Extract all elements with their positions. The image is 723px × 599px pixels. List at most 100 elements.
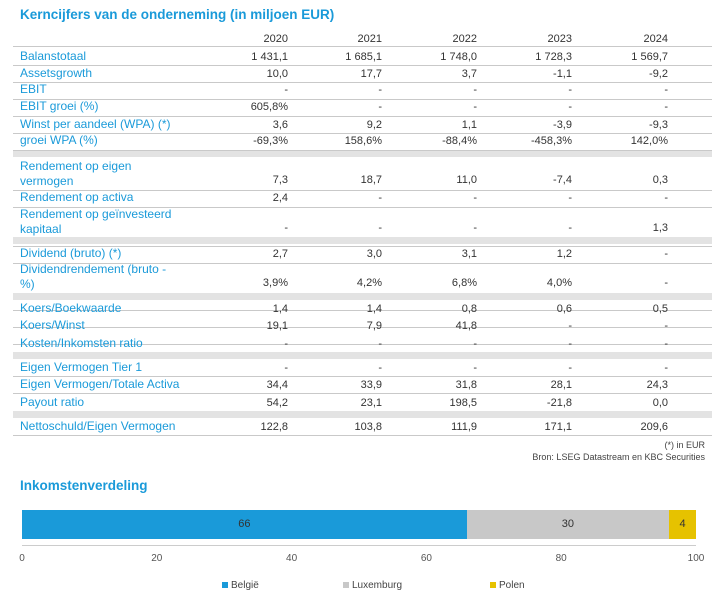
table-cell: -9,2 bbox=[649, 68, 668, 80]
table-cell: 4,2% bbox=[356, 277, 382, 289]
row-divider bbox=[13, 310, 712, 311]
row-divider bbox=[13, 435, 712, 436]
table-cell: 1,4 bbox=[366, 303, 382, 315]
table-cell: - bbox=[378, 101, 382, 113]
table-cell: 4,0% bbox=[546, 277, 572, 289]
footnote-currency: (*) in EUR bbox=[664, 440, 705, 450]
table-cell: - bbox=[664, 248, 668, 260]
table-cell: 17,7 bbox=[360, 68, 382, 80]
table-cell: - bbox=[664, 192, 668, 204]
table-cell: -458,3% bbox=[531, 135, 572, 147]
x-axis bbox=[22, 545, 696, 546]
row-divider bbox=[13, 393, 712, 394]
x-tick-label: 60 bbox=[420, 553, 432, 564]
bar-segment-belgië: 66 bbox=[22, 510, 467, 539]
section-separator bbox=[13, 293, 712, 300]
table-cell: 23,1 bbox=[360, 397, 382, 409]
table-row: Rendement op activa 2,4 - - - - bbox=[0, 190, 723, 206]
section-separator bbox=[13, 237, 712, 244]
table-cell: -88,4% bbox=[442, 135, 477, 147]
table-cell: -1,1 bbox=[553, 68, 572, 80]
table-cell: 0,6 bbox=[556, 303, 572, 315]
legend-swatch bbox=[343, 582, 349, 589]
table-cell: 3,7 bbox=[461, 68, 477, 80]
legend-swatch bbox=[222, 582, 228, 589]
table-cell: 1,3 bbox=[652, 222, 668, 234]
bar-segment-luxemburg: 30 bbox=[466, 510, 670, 539]
table-row: EBIT groei (%) 605,8% - - - - bbox=[0, 99, 723, 115]
legend-label: Polen bbox=[499, 580, 525, 591]
table-cell: 0,5 bbox=[652, 303, 668, 315]
table-cell: - bbox=[664, 362, 668, 374]
table-cell: - bbox=[568, 192, 572, 204]
table-cell: - bbox=[664, 338, 668, 350]
legend-item: Luxemburg bbox=[343, 580, 402, 591]
table-cell: - bbox=[473, 101, 477, 113]
table-cell: 1 569,7 bbox=[631, 51, 668, 63]
table-cell: 9,2 bbox=[366, 119, 382, 131]
legend-item: Polen bbox=[490, 580, 525, 591]
row-divider bbox=[13, 82, 712, 83]
table-cell: - bbox=[664, 84, 668, 96]
table-cell: - bbox=[284, 84, 288, 96]
row-label: Dividend (bruto) (*) bbox=[20, 246, 122, 260]
x-tick-label: 80 bbox=[555, 553, 567, 564]
row-divider bbox=[13, 207, 712, 208]
table-cell: 111,9 bbox=[451, 421, 477, 433]
row-label: groei WPA (%) bbox=[20, 133, 98, 147]
chart-title: Inkomstenverdeling bbox=[20, 478, 148, 493]
row-divider bbox=[13, 65, 712, 66]
table-row: Koers/Winst 19,1 7,9 41,8 - - bbox=[0, 318, 723, 334]
table-cell: - bbox=[568, 84, 572, 96]
table-row: Balanstotaal 1 431,1 1 685,1 1 748,0 1 728,3… bbox=[0, 49, 723, 65]
table-cell: 209,6 bbox=[640, 421, 668, 433]
x-tick-label: 20 bbox=[151, 553, 163, 564]
table-cell: - bbox=[378, 338, 382, 350]
row-label: Assetsgrowth bbox=[20, 66, 93, 80]
table-cell: - bbox=[284, 222, 288, 234]
table-cell: -21,8 bbox=[546, 397, 572, 409]
legend-swatch bbox=[490, 582, 496, 589]
table-cell: 1 431,1 bbox=[251, 51, 288, 63]
row-divider bbox=[13, 246, 712, 247]
table-row: Nettoschuld/Eigen Vermogen 122,8 103,8 111,… bbox=[0, 419, 723, 435]
row-label: EBIT bbox=[20, 82, 47, 96]
table-cell: -9,3 bbox=[649, 119, 668, 131]
table-cell: 11,0 bbox=[456, 174, 477, 186]
table-cell: - bbox=[378, 84, 382, 96]
section-separator bbox=[13, 411, 712, 418]
row-label: Rendement op activa bbox=[20, 190, 134, 204]
table-cell: 0,8 bbox=[461, 303, 477, 315]
table-cell: 24,3 bbox=[646, 379, 668, 391]
row-label: Payout ratio bbox=[20, 395, 85, 409]
table-cell: 1 685,1 bbox=[345, 51, 382, 63]
table-cell: 33,9 bbox=[360, 379, 382, 391]
row-divider bbox=[13, 344, 712, 345]
row-label: Nettoschuld/Eigen Vermogen bbox=[20, 419, 176, 433]
table-row: Rendement op eigen vermogen 7,3 18,7 11,0 -7… bbox=[0, 159, 723, 190]
table-cell: 3,6 bbox=[272, 119, 288, 131]
table-row: Assetsgrowth 10,0 17,7 3,7 -1,1 -9,2 bbox=[0, 66, 723, 82]
row-divider bbox=[13, 150, 712, 151]
table-cell: 10,0 bbox=[266, 68, 288, 80]
table-row: Eigen Vermogen/Totale Activa 34,4 33,9 31,8… bbox=[0, 377, 723, 393]
table-cell: - bbox=[568, 338, 572, 350]
table-cell: 0,3 bbox=[652, 174, 668, 186]
row-divider bbox=[13, 116, 712, 117]
row-divider bbox=[13, 263, 712, 264]
table-row: groei WPA (%) -69,3% 158,6% -88,4% -458,3% 14… bbox=[0, 133, 723, 149]
table-row: Winst per aandeel (WPA) (*) 3,6 9,2 1,1 -3,9… bbox=[0, 117, 723, 133]
table-cell: 41,8 bbox=[455, 320, 477, 332]
row-label: Kosten/Inkomsten ratio bbox=[20, 336, 143, 350]
row-label: Rendement op eigen vermogen bbox=[20, 159, 132, 188]
footnote-source: Bron: LSEG Datastream en KBC Securities bbox=[532, 452, 705, 462]
row-divider bbox=[13, 327, 712, 328]
year-header: 2023 bbox=[547, 33, 572, 45]
table-cell: 158,6% bbox=[344, 135, 382, 147]
table-cell: -69,3% bbox=[253, 135, 288, 147]
table-cell: 1 728,3 bbox=[535, 51, 572, 63]
row-label: Eigen Vermogen/Totale Activa bbox=[20, 377, 180, 391]
table-cell: - bbox=[664, 101, 668, 113]
table-cell: 605,8% bbox=[250, 101, 288, 113]
table-row: Dividend (bruto) (*) 2,7 3,0 3,1 1,2 - bbox=[0, 246, 723, 262]
